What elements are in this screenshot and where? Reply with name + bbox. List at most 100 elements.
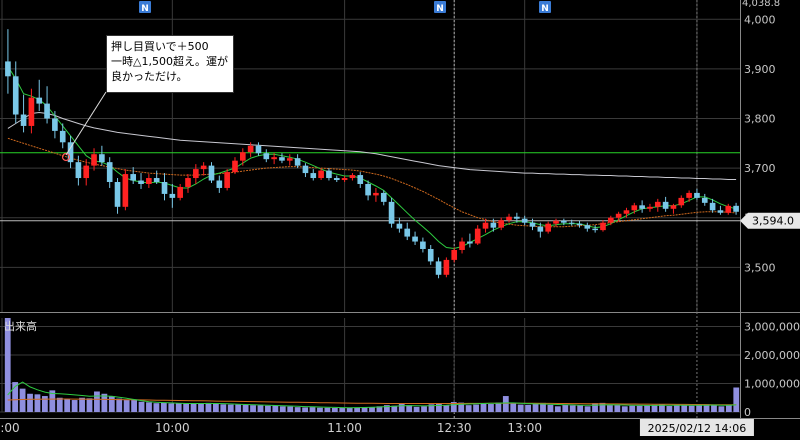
- candle-body: [568, 222, 575, 224]
- volume-bar: [331, 408, 338, 412]
- candle-body: [529, 222, 536, 227]
- volume-bar: [725, 405, 732, 412]
- volume-bar: [413, 406, 420, 412]
- candle-body: [435, 261, 442, 275]
- candle-body: [294, 158, 301, 166]
- volume-tick-label: 0: [744, 406, 751, 419]
- candle-body: [177, 186, 183, 198]
- candle-body: [326, 170, 332, 179]
- volume-bar: [257, 405, 264, 412]
- volume-bar: [220, 404, 227, 412]
- candle-body: [701, 197, 708, 203]
- candle-body: [662, 201, 669, 209]
- volume-bar: [19, 388, 26, 412]
- candle-body: [232, 160, 238, 173]
- volume-title: 出来高: [4, 319, 37, 333]
- volume-bar: [450, 402, 457, 412]
- news-marker-icon: [539, 1, 551, 13]
- volume-bar: [287, 406, 294, 412]
- candle-body: [99, 154, 105, 163]
- candle-body: [373, 192, 379, 196]
- candle-body: [5, 61, 11, 77]
- volume-bar: [502, 396, 509, 412]
- price-tick-label: 3,800: [744, 112, 776, 125]
- volume-bar: [510, 402, 517, 412]
- candle-body: [333, 178, 340, 181]
- volume-bar: [398, 404, 405, 412]
- volume-bar: [383, 405, 390, 412]
- volume-bar: [369, 407, 375, 412]
- volume-bar: [265, 405, 271, 412]
- candle-body: [122, 174, 129, 207]
- candle-body: [200, 165, 207, 170]
- volume-bar: [606, 405, 613, 412]
- candle-body: [592, 228, 598, 231]
- volume-bar: [614, 405, 621, 412]
- volume-bar: [175, 403, 182, 412]
- candle-body: [388, 201, 395, 224]
- candle-body: [451, 249, 458, 260]
- candle-body: [255, 145, 262, 154]
- volume-bar: [465, 405, 472, 412]
- volume-bar: [517, 404, 524, 412]
- candle-body: [67, 142, 74, 163]
- volume-bar: [718, 406, 725, 412]
- candle-body: [271, 157, 277, 160]
- candle-body: [615, 213, 622, 218]
- candle-body: [185, 178, 191, 187]
- candle-body: [600, 222, 606, 231]
- volume-bar: [79, 397, 85, 412]
- time-x-axis: :00 10:00 11:00 12:30 13:00 2025/02/12 14:06: [0, 418, 800, 436]
- candle-body: [263, 153, 270, 160]
- volume-bar: [302, 407, 308, 412]
- candle-body: [607, 217, 614, 223]
- volume-bar: [56, 397, 63, 412]
- candle-body: [247, 145, 254, 153]
- candle-body: [52, 118, 58, 131]
- volume-bar: [532, 403, 539, 412]
- volume-bar: [108, 396, 115, 412]
- volume-bar: [703, 404, 710, 412]
- candle-body: [514, 216, 520, 219]
- volume-bar: [346, 407, 353, 412]
- volume-bar: [428, 404, 435, 412]
- ma-long-line: [7, 111, 737, 180]
- volume-bar: [153, 403, 160, 412]
- volume-moving-averages: [7, 381, 737, 409]
- candle-body: [153, 178, 160, 182]
- x-tick-label: 10:00: [155, 421, 190, 435]
- candles: [5, 29, 739, 279]
- volume-bar: [376, 406, 383, 412]
- candle-body: [709, 202, 716, 211]
- candle-body: [91, 154, 97, 166]
- candle-body: [161, 182, 168, 194]
- price-tick-label: 3,900: [744, 63, 776, 76]
- candle-body: [380, 192, 387, 202]
- annotation-line-1: 押し目買いで＋500: [111, 40, 209, 53]
- volume-bar: [554, 406, 561, 412]
- candle-body: [59, 130, 66, 143]
- volume-bar: [547, 404, 554, 412]
- current-price-label-bg: [740, 212, 800, 229]
- volume-bars: [4, 318, 740, 412]
- volume-bar: [495, 402, 502, 412]
- candle-body: [647, 206, 653, 209]
- candle-body: [239, 152, 246, 161]
- volume-bar: [27, 393, 33, 412]
- volume-bar: [317, 407, 323, 412]
- candle-body: [302, 165, 309, 174]
- volume-bar: [361, 407, 368, 412]
- candle-body: [521, 218, 528, 223]
- candle-body: [545, 223, 551, 232]
- volume-bar: [123, 400, 130, 412]
- news-marker-label: N: [436, 4, 444, 14]
- volume-bar: [659, 404, 665, 412]
- volume-bar: [279, 406, 286, 412]
- volume-bar: [339, 408, 346, 412]
- volume-bar: [183, 403, 190, 412]
- volume-tick-label: 1,000,000: [744, 378, 800, 391]
- volume-ma-short: [7, 381, 737, 409]
- volume-bar: [49, 390, 56, 412]
